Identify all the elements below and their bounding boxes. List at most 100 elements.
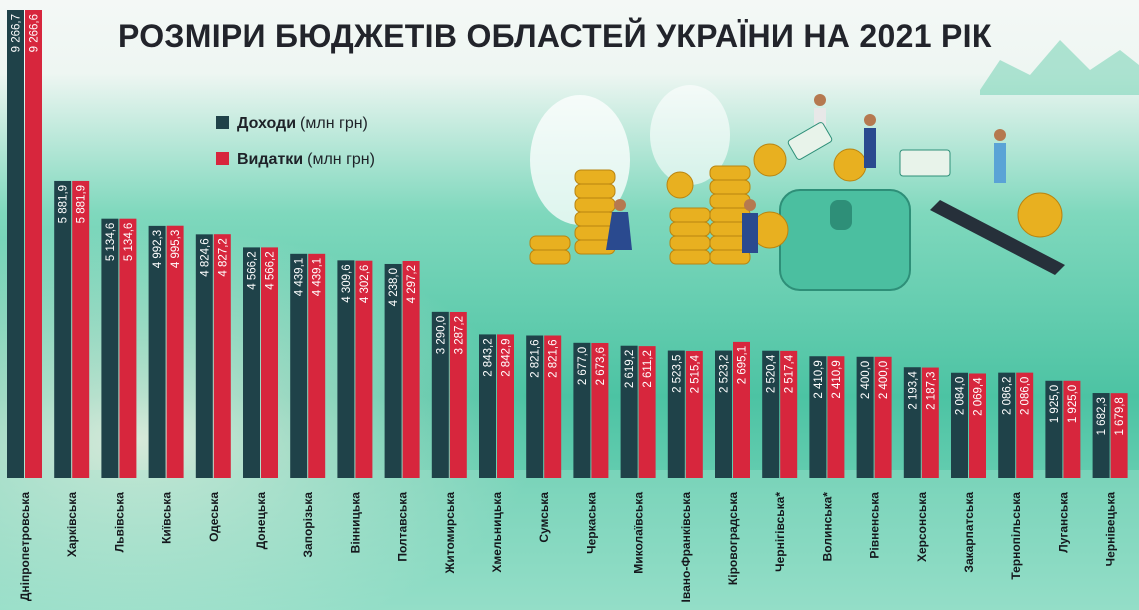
data-label-income-18: 2 410,9 — [813, 360, 825, 398]
data-label-expense-3: 5 134,6 — [123, 223, 135, 261]
category-label-17: Чернігівська* — [773, 492, 787, 572]
data-label-expense-17: 2 517,4 — [784, 354, 796, 393]
bar-income-12 — [526, 335, 544, 478]
bar-income-23 — [1045, 380, 1063, 478]
bar-expense-22 — [1016, 372, 1034, 478]
data-label-income-12: 2 821,6 — [530, 339, 542, 377]
data-label-expense-8: 4 302,6 — [359, 265, 371, 303]
category-label-19: Рівненська — [868, 492, 882, 559]
bar-expense-5 — [213, 234, 231, 478]
legend-label-expense: Видатки — [237, 151, 304, 168]
bar-expense-9 — [402, 260, 420, 478]
bar-expense-16 — [733, 341, 750, 478]
legend-item-income: Доходи (млн грн) — [216, 115, 368, 133]
legend-unit-income: (млн грн) — [300, 115, 368, 132]
bar-expense-13 — [591, 342, 609, 478]
data-label-income-14: 2 619,2 — [624, 350, 636, 388]
bar-expense-11 — [497, 334, 514, 478]
data-label-income-13: 2 677,0 — [577, 347, 589, 385]
data-label-expense-1: 9 266,6 — [29, 14, 41, 52]
bar-income-9 — [384, 263, 402, 478]
data-label-income-2: 5 881,9 — [58, 185, 70, 223]
legend-swatch-expense — [216, 152, 229, 165]
bar-expense-19 — [874, 356, 892, 478]
data-label-income-16: 2 523,2 — [719, 355, 731, 393]
data-label-expense-16: 2 695,1 — [737, 346, 749, 384]
category-label-11: Хмельницька — [490, 492, 504, 573]
bar-income-21 — [951, 372, 968, 478]
bar-income-15 — [667, 350, 685, 478]
bar-income-20 — [903, 367, 921, 478]
bar-income-14 — [620, 345, 638, 478]
data-label-income-23: 1 925,0 — [1049, 385, 1061, 423]
bar-income-19 — [856, 356, 874, 478]
bar-expense-15 — [685, 350, 703, 478]
category-label-12: Сумська — [537, 492, 551, 543]
data-label-expense-6: 4 566,2 — [265, 251, 277, 289]
data-label-expense-5: 4 827,2 — [217, 238, 229, 276]
data-label-expense-10: 3 287,2 — [453, 316, 465, 354]
category-label-20: Херсонська — [915, 492, 929, 562]
category-label-10: Житомирська — [443, 492, 457, 575]
data-label-income-17: 2 520,4 — [766, 354, 778, 393]
data-label-income-1: 9 266,7 — [11, 14, 23, 52]
category-label-21: Закарпатська — [962, 492, 976, 573]
bar-income-7 — [290, 253, 308, 478]
data-label-income-4: 4 992,3 — [152, 230, 164, 268]
category-label-5: Одеська — [207, 492, 221, 542]
category-label-22: Тернопільська — [1009, 492, 1023, 580]
data-label-income-11: 2 843,2 — [483, 338, 495, 376]
bar-income-16 — [715, 350, 732, 478]
data-label-income-19: 2 400,0 — [860, 361, 872, 399]
data-label-expense-22: 2 086,0 — [1020, 377, 1032, 415]
bar-expense-20 — [921, 367, 939, 478]
bar-expense-2 — [72, 180, 90, 478]
category-label-1: Дніпропетровська — [18, 492, 32, 601]
finance-illustration — [529, 85, 1065, 291]
category-label-2: Харківська — [65, 492, 79, 557]
bar-income-3 — [101, 218, 119, 478]
legend-unit-expense: (млн грн) — [307, 151, 375, 168]
data-label-expense-20: 2 187,3 — [925, 372, 937, 410]
bar-income-1 — [7, 10, 24, 478]
category-label-6: Донецька — [254, 492, 268, 550]
data-label-expense-15: 2 515,4 — [689, 354, 701, 393]
legend-label-income: Доходи — [237, 115, 297, 132]
bar-income-6 — [243, 247, 260, 478]
bar-income-4 — [148, 225, 166, 478]
category-label-9: Полтавська — [396, 492, 410, 562]
bar-expense-14 — [638, 346, 656, 478]
category-label-7: Запорізька — [301, 492, 315, 558]
bar-income-5 — [195, 234, 213, 478]
data-label-income-5: 4 824,6 — [199, 238, 211, 276]
data-label-expense-19: 2 400,0 — [878, 361, 890, 399]
category-label-15: Івано-Франківська — [679, 492, 693, 603]
data-label-income-9: 4 238,0 — [388, 268, 400, 306]
bar-income-18 — [809, 356, 827, 478]
category-label-4: Київська — [160, 492, 174, 544]
bar-expense-3 — [119, 218, 137, 478]
bar-income-8 — [337, 260, 355, 478]
category-label-14: Миколаївська — [632, 492, 646, 574]
data-label-income-22: 2 086,2 — [1002, 377, 1014, 415]
bar-income-17 — [762, 350, 780, 478]
data-label-income-10: 3 290,0 — [435, 316, 447, 354]
legend-swatch-income — [216, 116, 229, 129]
bar-income-10 — [431, 311, 449, 478]
bar-expense-6 — [261, 247, 278, 478]
data-label-expense-13: 2 673,6 — [595, 347, 607, 385]
bar-expense-12 — [544, 335, 562, 478]
bar-expense-1 — [25, 10, 42, 478]
bar-expense-10 — [449, 311, 467, 478]
bar-expense-4 — [166, 225, 184, 478]
data-label-income-15: 2 523,5 — [671, 355, 683, 393]
data-label-income-21: 2 084,0 — [955, 377, 967, 415]
bar-expense-18 — [827, 356, 845, 478]
bar-expense-17 — [780, 350, 798, 478]
data-label-expense-7: 4 439,1 — [312, 258, 324, 296]
legend-item-expense: Видатки (млн грн) — [216, 151, 375, 169]
bar-expense-7 — [308, 253, 326, 478]
data-label-expense-21: 2 069,4 — [973, 377, 985, 416]
category-label-23: Луганська — [1056, 492, 1070, 553]
